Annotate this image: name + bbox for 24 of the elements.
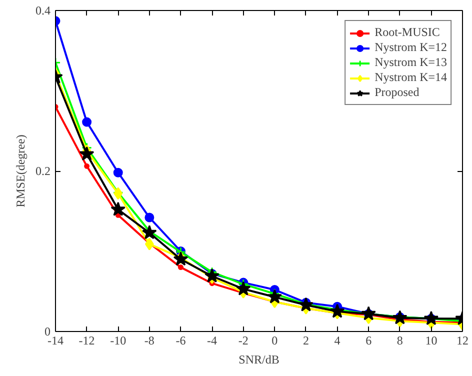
x-tick-label: 10: [425, 334, 438, 348]
x-tick-label: 2: [302, 334, 309, 348]
y-tick-label: 0.2: [36, 164, 50, 178]
x-tick-label: 8: [396, 334, 403, 348]
x-tick-label: -14: [48, 334, 64, 348]
legend-label: Root-MUSIC: [374, 25, 440, 40]
legend-label: Nystrom K=13: [374, 55, 447, 70]
x-tick-label: 12: [456, 334, 468, 348]
x-tick-label: 6: [366, 334, 372, 348]
x-tick-label: -8: [144, 334, 154, 348]
x-tick-label: -4: [207, 334, 218, 348]
x-axis-title: SNR/dB: [238, 352, 280, 366]
y-axis-title: RMSE(degree): [14, 134, 28, 208]
legend-label: Nystrom K=14: [374, 70, 447, 85]
x-tick-label: 0: [272, 334, 278, 348]
x-tick-label: -6: [176, 334, 186, 348]
x-tick-label: 4: [334, 334, 340, 348]
y-tick-label: 0.4: [36, 4, 50, 18]
y-tick-label: 0: [44, 324, 50, 338]
legend-label: Nystrom K=12: [374, 40, 447, 55]
x-tick-label: -2: [238, 334, 248, 348]
x-tick-label: -10: [110, 334, 126, 348]
x-tick-label: -12: [78, 334, 95, 348]
legend-label: Proposed: [374, 85, 420, 100]
